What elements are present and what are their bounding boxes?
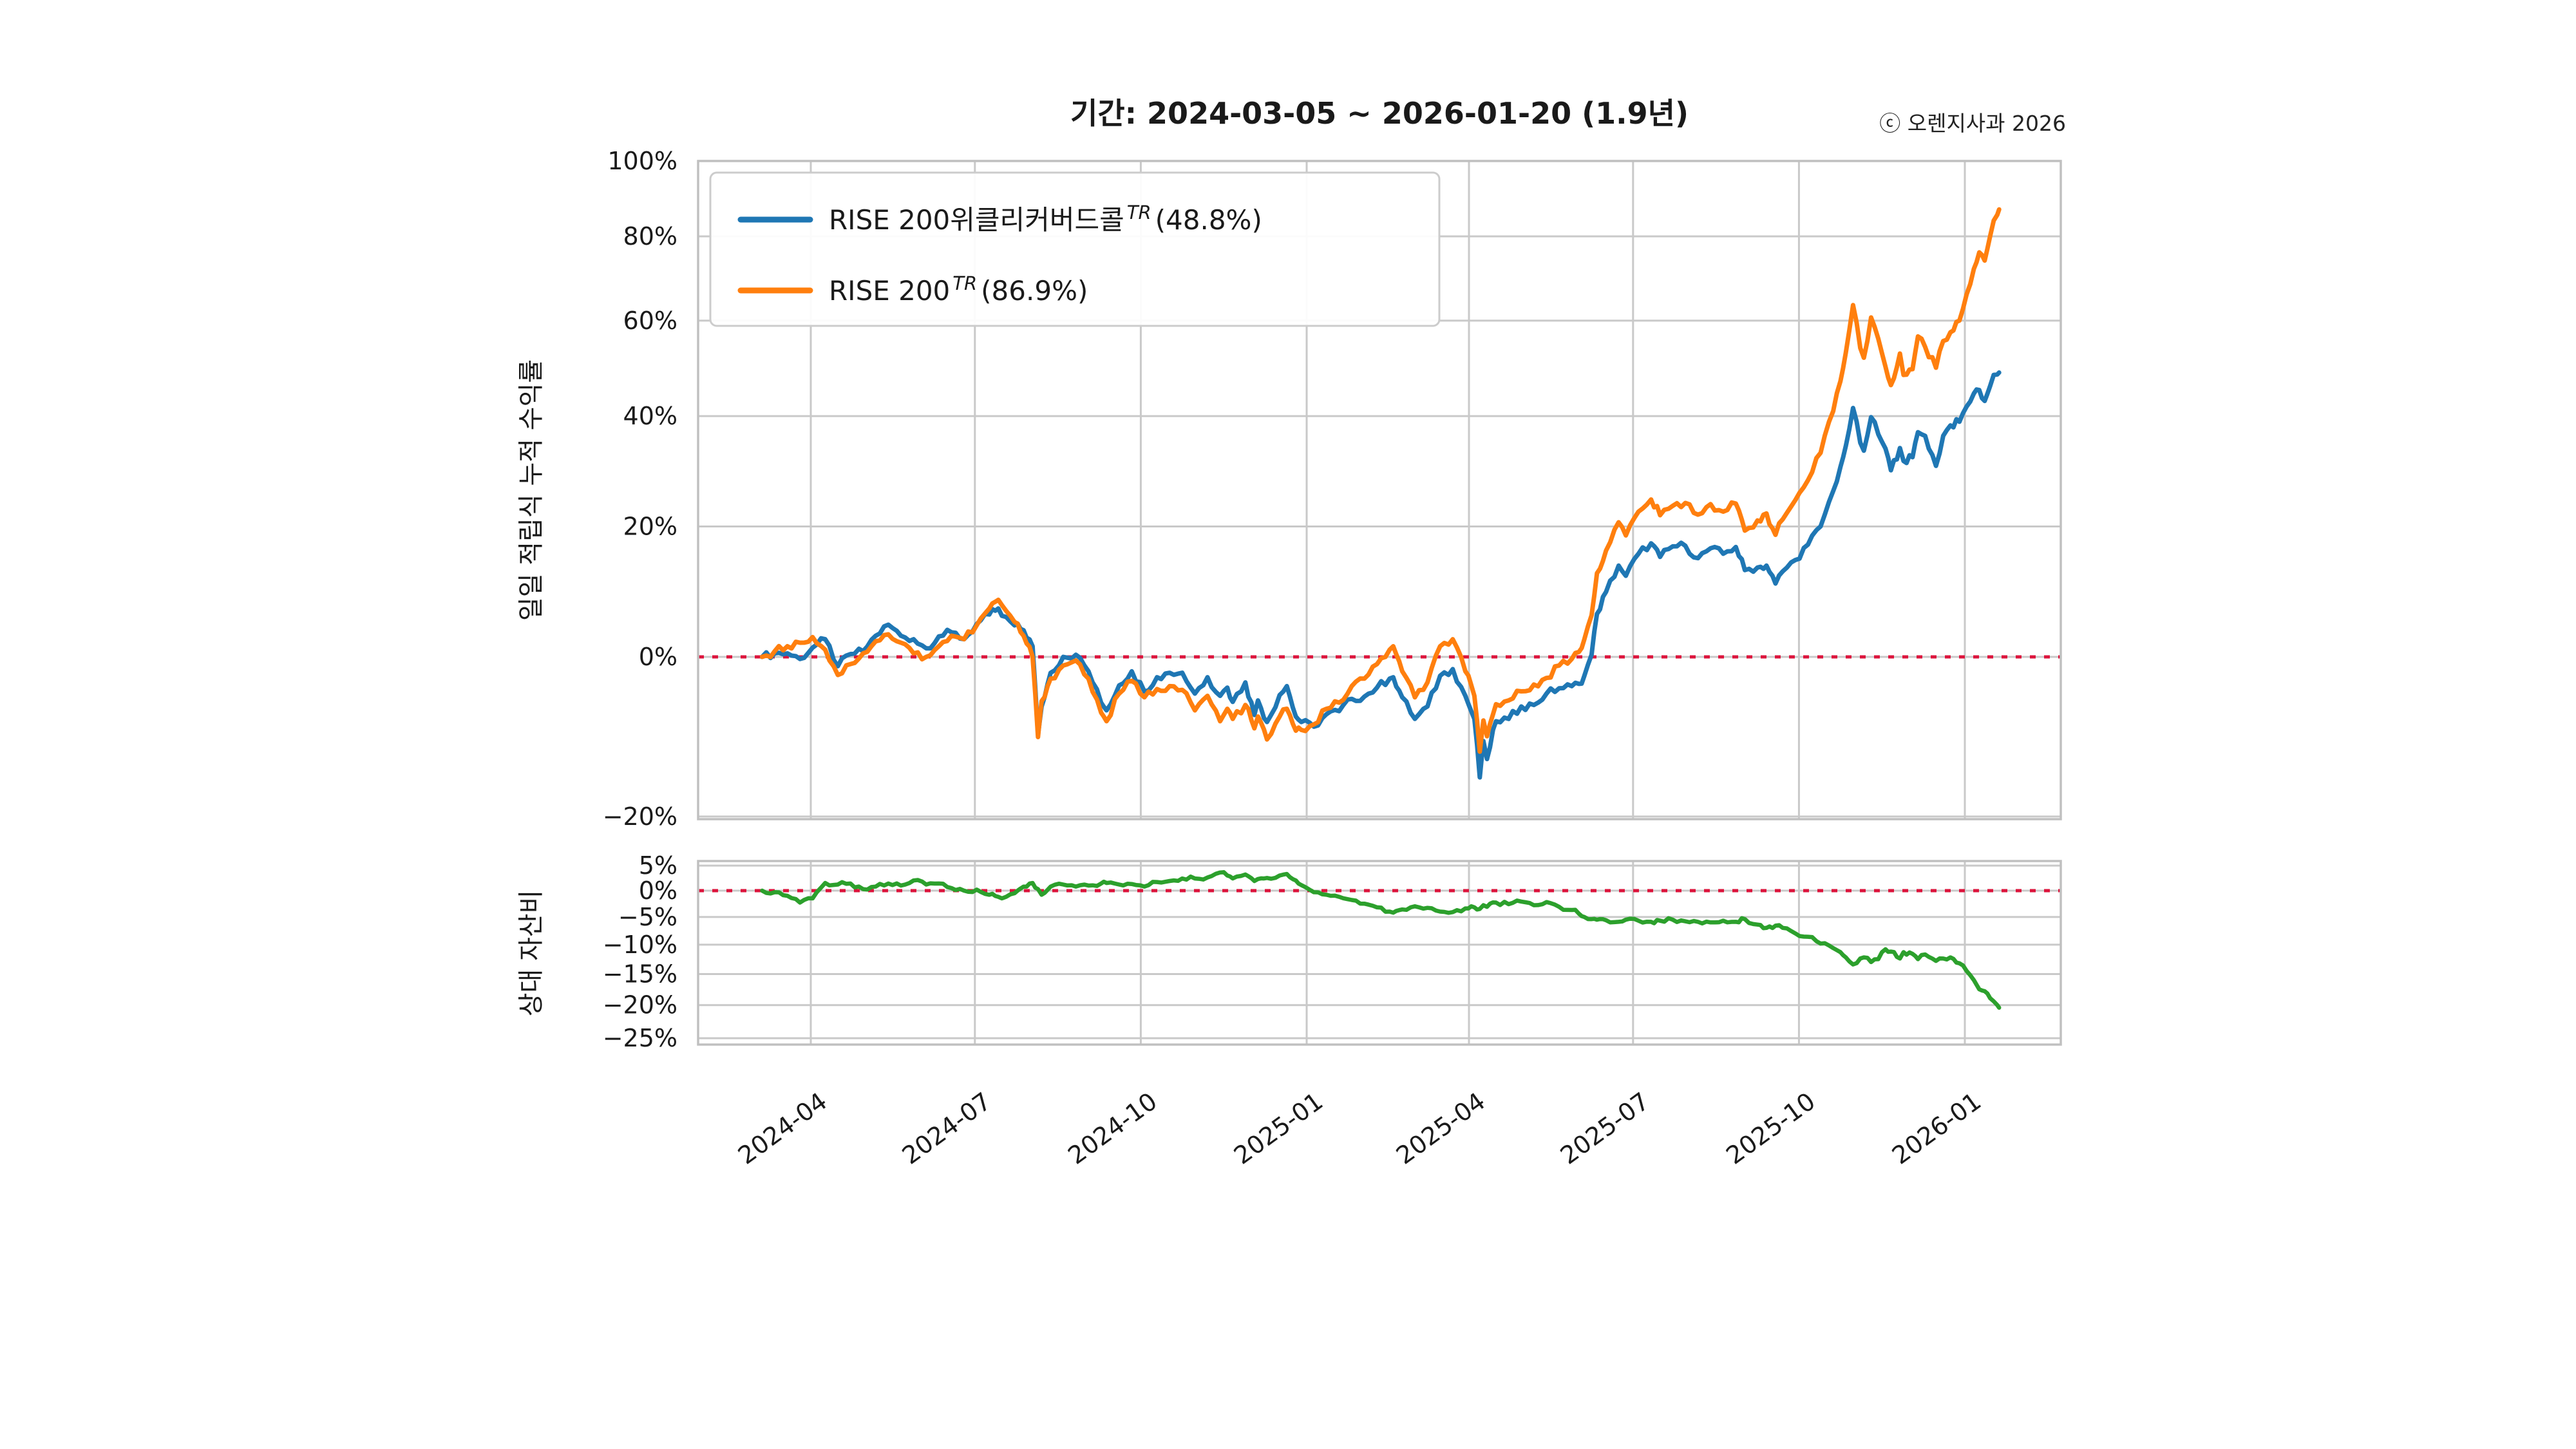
- y-tick-label: −10%: [603, 931, 677, 959]
- legend-item-index: RISE 200 TR (86.9%): [737, 272, 1088, 307]
- bottom-plot: 5%0%−5%−10%−15% −20% −25% 상대 자산비: [516, 851, 2062, 1052]
- y-tick-label: 5%: [639, 851, 677, 880]
- top-plot-border: [697, 160, 2062, 820]
- x-tick-label: 2026-01: [1887, 1087, 1986, 1170]
- y-tick-label: −15%: [603, 960, 677, 988]
- index-series-line: [759, 207, 2002, 754]
- x-tick-label: 2025-04: [1391, 1087, 1490, 1170]
- bottom-grid: [698, 861, 2061, 1045]
- top-y-axis-label: 일일 적립식 누적 수익률: [516, 359, 546, 621]
- y-tick-label: −25%: [603, 1024, 677, 1052]
- y-tick-label: 20%: [623, 512, 677, 540]
- bottom-y-tick-labels: 5%0%−5%−10%−15% −20% −25%: [603, 851, 677, 1052]
- copyright-note: ⓒ 오렌지사과 2026: [1879, 111, 2066, 136]
- legend-label-covered-call: RISE 200위클리커버드콜 TR (48.8%): [829, 202, 1262, 236]
- x-tick-label: 2024-10: [1063, 1087, 1162, 1170]
- bottom-series: [760, 870, 2002, 1010]
- covered-call-series-line: [759, 370, 2002, 780]
- x-tick-label: 2024-07: [897, 1087, 996, 1170]
- bottom-y-axis-label: 상대 자산비: [516, 890, 546, 1017]
- legend-box: [709, 171, 1441, 327]
- top-series: [759, 207, 2002, 780]
- legend-label-index: RISE 200 TR (86.9%): [829, 272, 1088, 307]
- y-tick-label: 0%: [639, 876, 677, 905]
- y-tick-label: 40%: [623, 402, 677, 430]
- top-plot: 100% 80% 60% 40% 20% 0% −20% 일일 적립식 누적 수익률: [516, 147, 2062, 831]
- x-tick-label: 2025-10: [1721, 1087, 1820, 1170]
- x-tick-label: 2024-04: [733, 1087, 832, 1170]
- chart-title: 기간: 2024-03-05 ~ 2026-01-20 (1.9년): [1070, 96, 1689, 131]
- x-tick-label: 2025-01: [1229, 1087, 1328, 1170]
- legend: RISE 200위클리커버드콜 TR (48.8%) RISE 200 TR (86.9…: [709, 171, 1441, 327]
- x-tick-label: 2025-07: [1555, 1087, 1654, 1170]
- y-tick-label: 80%: [623, 222, 677, 251]
- y-tick-label: −5%: [618, 903, 677, 931]
- relative-ratio-series-line: [760, 870, 2002, 1010]
- bottom-plot-border: [697, 860, 2062, 1046]
- y-tick-label: −20%: [603, 802, 677, 831]
- legend-item-covered-call: RISE 200위클리커버드콜 TR (48.8%): [737, 202, 1262, 236]
- y-tick-label: 60%: [623, 307, 677, 335]
- y-tick-label: 100%: [607, 147, 677, 175]
- y-tick-label: −20%: [603, 991, 677, 1019]
- top-y-tick-labels: 100% 80% 60% 40% 20% 0% −20%: [603, 147, 677, 831]
- x-tick-labels: 2024-04 2024-07 2024-10 2025-01 2025-04 2025-…: [733, 1087, 1986, 1170]
- y-tick-label: 0%: [639, 643, 677, 671]
